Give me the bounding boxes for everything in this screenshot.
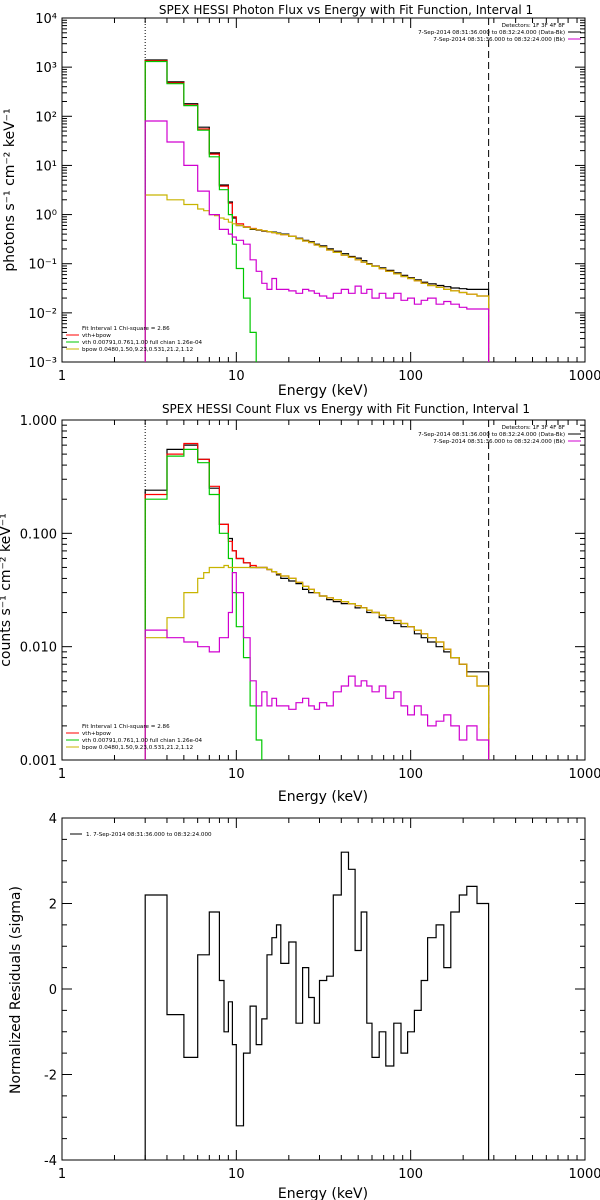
legend-left-entry: Fit Interval 1 Chi-square = 2.86 bbox=[82, 326, 170, 332]
plot-frame bbox=[61, 817, 586, 1161]
y-axis-label: photons s⁻¹ cm⁻² keV⁻¹ bbox=[2, 108, 18, 271]
x-axis-label: Energy (keV) bbox=[278, 383, 368, 399]
y-tick-label: -4 bbox=[44, 1154, 57, 1169]
y-tick-label: 0.010 bbox=[20, 641, 57, 656]
y-tick-label: -2 bbox=[44, 1069, 57, 1084]
plot-frame bbox=[61, 17, 586, 363]
chart-title: SPEX HESSI Count Flux vs Energy with Fit… bbox=[162, 402, 530, 416]
tick-group: 1 10 100 1000 0.001 0.010 0.100 1.000 bbox=[20, 414, 600, 782]
chart-title: SPEX HESSI Photon Flux vs Energy with Fi… bbox=[159, 3, 533, 17]
legend-left-entry: vth 0.00791,0.761,1.00 full chian 1.26e-… bbox=[82, 738, 203, 744]
count-flux-panel: SPEX HESSI Count Flux vs Energy with Fit… bbox=[0, 402, 600, 805]
series-line-bk bbox=[144, 120, 490, 362]
marker-lines bbox=[144, 420, 490, 760]
y-tick-label: 2 bbox=[49, 898, 57, 913]
series-group bbox=[144, 442, 490, 760]
x-tick-label: 100 bbox=[398, 767, 423, 782]
x-tick-label: 10 bbox=[228, 767, 245, 782]
legend-right-entry: 7-Sep-2014 08:31:36.000 to 08:32:24.000 … bbox=[433, 439, 565, 445]
x-tick-label: 1 bbox=[58, 1167, 66, 1182]
y-tick-label: 0.001 bbox=[20, 754, 57, 769]
x-axis-label: Energy (keV) bbox=[278, 1186, 368, 1200]
y-tick-label: 4 bbox=[49, 812, 57, 827]
series-line-vth bbox=[144, 448, 263, 760]
x-tick-label: 10 bbox=[228, 1167, 245, 1182]
legend-left-entry: vth+bpow bbox=[82, 333, 111, 339]
legend-right-entry: Detectors: 1F 3F 4F 8F bbox=[502, 425, 565, 431]
legend-right-entry: Detectors: 1F 3F 4F 8F bbox=[502, 23, 565, 29]
legend: Detectors: 1F 3F 4F 8F7-Sep-2014 08:31:3… bbox=[66, 23, 581, 353]
x-tick-label: 10 bbox=[228, 369, 245, 384]
y-axis-label: Normalized Residuals (sigma) bbox=[8, 886, 24, 1094]
legend-left-entry: vth 0.00791,0.761,1.00 full chian 1.26e-… bbox=[82, 340, 203, 346]
y-tick-label: 10⁻¹ bbox=[28, 258, 57, 273]
legend-left-entry: bpow 0.0480,1.50,9.23,0.531,21.2,1.12 bbox=[82, 745, 193, 751]
plot-frame bbox=[61, 419, 586, 761]
x-tick-label: 1 bbox=[58, 369, 66, 384]
series-line-data bbox=[144, 444, 490, 760]
y-tick-label: 10⁻³ bbox=[28, 356, 57, 371]
y-tick-label: 10⁴ bbox=[35, 12, 57, 27]
series-line-bpow bbox=[144, 564, 490, 760]
series-line-total bbox=[144, 442, 490, 760]
x-axis-label: Energy (keV) bbox=[278, 789, 368, 805]
legend: Detectors: 1F 3F 4F 8F7-Sep-2014 08:31:3… bbox=[66, 425, 581, 751]
legend-right-entry: 7-Sep-2014 08:31:36.000 to 08:32:24.000 … bbox=[418, 30, 565, 36]
series-group bbox=[144, 851, 490, 1160]
marker-lines bbox=[144, 18, 490, 362]
legend-left-entry: Fit Interval 1 Chi-square = 2.86 bbox=[82, 724, 170, 730]
legend: 1. 7-Sep-2014 08:31:36.000 to 08:32:24.0… bbox=[70, 832, 212, 838]
series-line-bk bbox=[144, 572, 490, 760]
legend-right-entry: 7-Sep-2014 08:31:36.000 to 08:32:24.000 … bbox=[418, 432, 565, 438]
legend-left-entry: vth+bpow bbox=[82, 731, 111, 737]
series-line-data bbox=[144, 851, 490, 1160]
x-tick-label: 100 bbox=[398, 1167, 423, 1182]
y-tick-label: 1.000 bbox=[20, 414, 57, 429]
y-tick-label: 10⁻² bbox=[28, 307, 57, 322]
y-tick-label: 10⁰ bbox=[35, 209, 57, 224]
legend-left-entry: bpow 0.0480,1.50,9.23,0.531,21.2,1.12 bbox=[82, 347, 193, 353]
x-tick-label: 1000 bbox=[568, 767, 600, 782]
series-line-vth bbox=[144, 60, 257, 362]
x-tick-label: 1000 bbox=[568, 1167, 600, 1182]
legend-right-entry: 7-Sep-2014 08:31:36.000 to 08:32:24.000 … bbox=[433, 37, 565, 43]
legend-left-entry: 1. 7-Sep-2014 08:31:36.000 to 08:32:24.0… bbox=[86, 832, 212, 838]
y-tick-label: 10¹ bbox=[35, 159, 57, 174]
tick-group: 1 10 100 1000 10⁻³ 10⁻² 10⁻¹ 10⁰ 10¹ 10² 10³ 10⁴ bbox=[28, 12, 600, 384]
photon-flux-panel: SPEX HESSI Photon Flux vs Energy with Fi… bbox=[2, 3, 600, 399]
series-line-bpow bbox=[144, 194, 490, 362]
x-tick-label: 100 bbox=[398, 369, 423, 384]
y-tick-label: 0 bbox=[49, 983, 57, 998]
x-tick-label: 1 bbox=[58, 767, 66, 782]
series-group bbox=[144, 59, 490, 362]
x-tick-label: 1000 bbox=[568, 369, 600, 384]
y-tick-label: 10² bbox=[35, 110, 57, 125]
residuals-panel: 1 10 100 1000 -4 -2 0 2 4 1. 7-Sep-2014 08:31:36… bbox=[8, 812, 600, 1200]
y-axis-label: counts s⁻¹ cm⁻² keV⁻¹ bbox=[0, 513, 14, 667]
tick-group: 1 10 100 1000 -4 -2 0 2 4 bbox=[44, 812, 600, 1182]
y-tick-label: 0.100 bbox=[20, 527, 57, 542]
y-tick-label: 10³ bbox=[35, 61, 57, 76]
